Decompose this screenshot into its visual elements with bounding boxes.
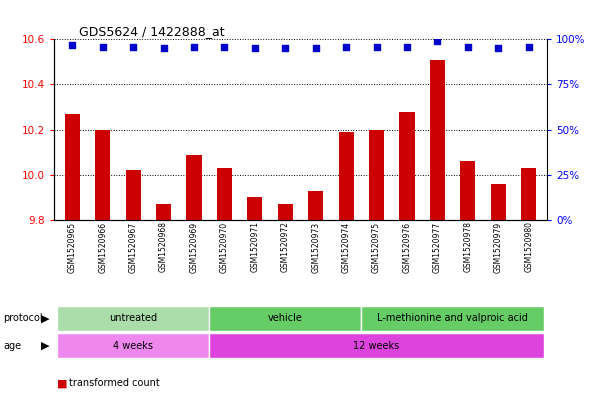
Bar [430,60,445,220]
Bar [65,114,80,220]
Bar [521,168,536,220]
Point [67,42,77,48]
Text: ▶: ▶ [41,341,49,351]
Bar [278,204,293,220]
Text: ▶: ▶ [41,313,49,323]
Point [524,43,534,50]
Bar [186,154,201,220]
Bar [217,168,232,220]
Point [311,45,320,51]
Text: ■: ■ [57,378,67,388]
Point [463,43,472,50]
Text: 4 weeks: 4 weeks [113,341,153,351]
Point [281,45,290,51]
Text: 12 weeks: 12 weeks [353,341,400,351]
Bar [57,306,209,331]
Bar [361,306,544,331]
Point [250,45,260,51]
Point [98,43,108,50]
Point [402,43,412,50]
Bar [460,161,475,220]
Bar [95,130,111,220]
Bar [247,197,263,220]
Bar [369,130,384,220]
Text: age: age [3,341,21,351]
Bar [126,170,141,220]
Text: protocol: protocol [3,313,43,323]
Text: GDS5624 / 1422888_at: GDS5624 / 1422888_at [79,25,224,38]
Point [493,45,503,51]
Text: vehicle: vehicle [268,313,303,323]
Text: untreated: untreated [109,313,157,323]
Bar [209,333,544,358]
Point [433,38,442,44]
Bar [57,333,209,358]
Bar [338,132,354,220]
Point [129,43,138,50]
Point [189,43,199,50]
Bar [400,112,415,220]
Point [159,45,168,51]
Text: L-methionine and valproic acid: L-methionine and valproic acid [377,313,528,323]
Point [372,43,382,50]
Bar [308,191,323,220]
Text: transformed count: transformed count [69,378,160,388]
Bar [209,306,361,331]
Bar [490,184,506,220]
Point [341,43,351,50]
Bar [156,204,171,220]
Point [219,43,229,50]
